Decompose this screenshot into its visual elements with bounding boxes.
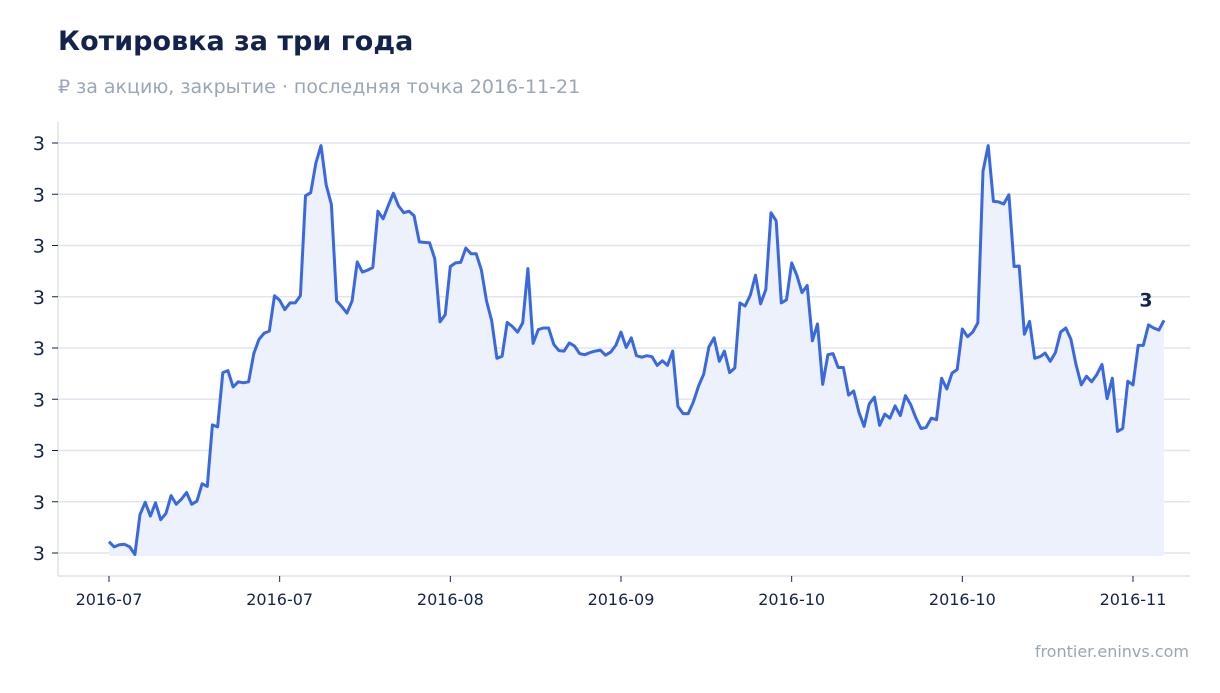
- x-tick-label: 2016-08: [417, 590, 484, 609]
- y-tick-label: 3: [33, 338, 45, 360]
- y-tick-label: 3: [33, 184, 45, 206]
- x-tick-label: 2016-10: [929, 590, 996, 609]
- x-tick-label: 2016-09: [588, 590, 655, 609]
- axes: [57, 122, 1190, 577]
- x-axis-ticks: 2016-07 2016-07 2016-08 2016-09 2016-10 2016-…: [76, 576, 1167, 609]
- price-line: [107, 144, 1166, 556]
- chart-subtitle: ₽ за акцию, закрытие · последняя точка 2…: [58, 76, 581, 98]
- x-tick-label: 2016-10: [758, 590, 825, 609]
- y-axis-ticks: 3 3 3 3 3 3 3 3 3: [33, 133, 58, 565]
- y-tick-label: 3: [33, 389, 45, 411]
- y-tick-label: 3: [33, 287, 45, 309]
- y-tick-label: 3: [33, 133, 45, 155]
- x-tick-label: 2016-07: [76, 590, 143, 609]
- last-value-label: 3: [1139, 289, 1152, 311]
- chart-title: Котировка за три года: [58, 26, 414, 57]
- y-tick-label: 3: [33, 492, 45, 514]
- source-footer: frontier.eninvs.com: [1034, 642, 1189, 661]
- y-tick-label: 3: [33, 441, 45, 463]
- price-area: [109, 145, 1164, 556]
- x-tick-label: 2016-11: [1100, 590, 1167, 609]
- y-tick-label: 3: [33, 236, 45, 258]
- x-tick-label: 2016-07: [246, 590, 313, 609]
- y-tick-label: 3: [33, 543, 45, 565]
